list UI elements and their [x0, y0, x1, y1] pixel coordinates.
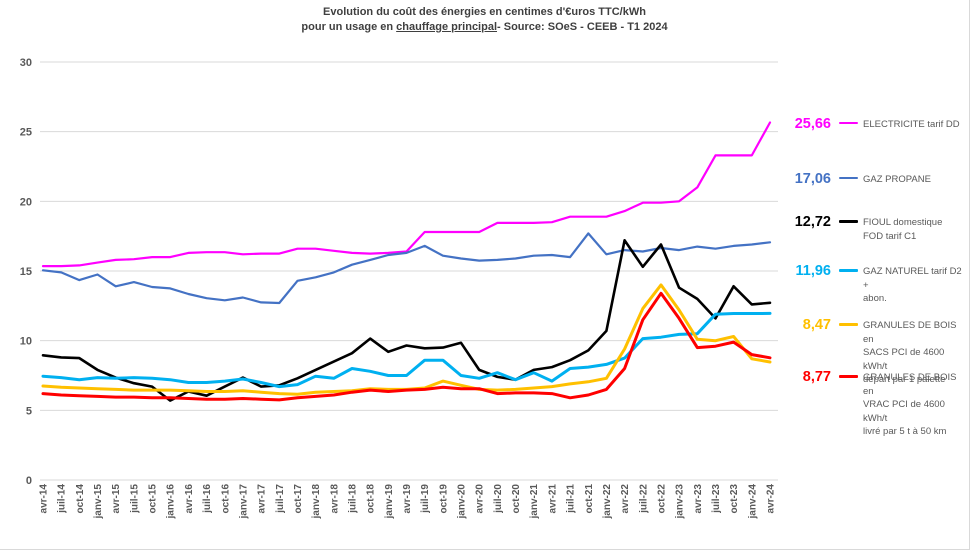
x-axis-tick-label: oct-21: [584, 484, 595, 514]
x-axis-tick-label: janv-22: [602, 484, 613, 520]
x-axis-tick-label: janv-20: [457, 484, 468, 520]
series-line-2: [41, 239, 772, 402]
x-axis-tick-label: janv-19: [384, 484, 395, 520]
series-line-3: [41, 311, 772, 389]
y-axis-tick-label: 5: [26, 405, 32, 417]
x-axis-tick-label: avr-20: [475, 484, 486, 514]
y-axis-tick-label: 0: [26, 475, 32, 487]
x-axis-tick-label: juil-16: [202, 484, 213, 514]
chart-title-line1: Evolution du coût des énergies en centim…: [323, 6, 646, 18]
y-axis-tick-label: 15: [20, 266, 32, 278]
x-axis-tick-label: oct-22: [656, 484, 667, 514]
x-axis-tick-label: oct-18: [366, 484, 377, 514]
chart-title: Evolution du coût des énergies en centim…: [0, 5, 969, 35]
x-axis-tick-label: janv-24: [747, 484, 758, 520]
title-line2-suffix: - Source: SOeS - CEEB - T1 2024: [497, 21, 668, 33]
x-axis-tick-label: juil-18: [347, 484, 358, 514]
x-axis-tick-label: janv-16: [166, 484, 177, 520]
x-axis-tick-label: juil-15: [129, 484, 140, 514]
x-axis-tick-label: juil-14: [57, 484, 68, 514]
x-axis-tick-label: juil-19: [420, 484, 431, 514]
title-line2-prefix: pour un usage en: [301, 21, 397, 33]
x-axis-tick-label: juil-23: [711, 484, 722, 514]
y-axis-tick-label: 30: [20, 57, 32, 69]
x-axis-tick-label: avr-21: [547, 484, 558, 514]
x-axis-tick-label: janv-18: [311, 484, 322, 520]
x-axis-tick-label: avr-24: [766, 484, 777, 514]
x-axis-tick-label: avr-19: [402, 484, 413, 514]
x-axis-tick-label: oct-15: [148, 484, 159, 514]
x-axis-tick-label: oct-16: [220, 484, 231, 514]
x-axis-tick-label: oct-19: [438, 484, 449, 514]
x-axis-tick-label: oct-14: [75, 484, 86, 514]
x-axis-tick-label: janv-21: [529, 484, 540, 520]
x-axis-tick-label: oct-20: [511, 484, 522, 514]
series-line-1: [41, 232, 772, 305]
chart-title-line2: pour un usage en chauffage principal- So…: [0, 20, 969, 35]
y-axis-tick-label: 20: [20, 196, 32, 208]
x-axis-tick-label: avr-22: [620, 484, 631, 514]
x-axis-tick-label: avr-18: [329, 484, 340, 514]
x-axis-tick-label: juil-17: [275, 484, 286, 514]
x-axis-tick-label: janv-23: [675, 484, 686, 520]
series-line-5: [41, 291, 772, 402]
x-axis-tick-label: avr-15: [111, 484, 122, 514]
y-axis-tick-label: 25: [20, 127, 32, 139]
series-line-0: [41, 121, 772, 268]
x-axis-tick-label: avr-17: [257, 484, 268, 514]
x-axis-tick-label: avr-14: [39, 484, 50, 514]
x-axis-tick-label: juil-20: [493, 484, 504, 514]
y-axis-tick-label: 10: [20, 336, 32, 348]
x-axis-tick-label: juil-21: [566, 484, 577, 514]
x-axis-tick-label: janv-15: [93, 484, 104, 520]
x-axis-tick-label: juil-22: [638, 484, 649, 514]
x-axis-tick-label: oct-17: [293, 484, 304, 514]
x-axis-tick-label: oct-23: [729, 484, 740, 514]
x-axis-tick-label: janv-17: [238, 484, 249, 520]
title-line2-underlined: chauffage principal: [396, 21, 498, 33]
x-axis-tick-label: avr-23: [693, 484, 704, 514]
x-axis-tick-label: avr-16: [184, 484, 195, 514]
